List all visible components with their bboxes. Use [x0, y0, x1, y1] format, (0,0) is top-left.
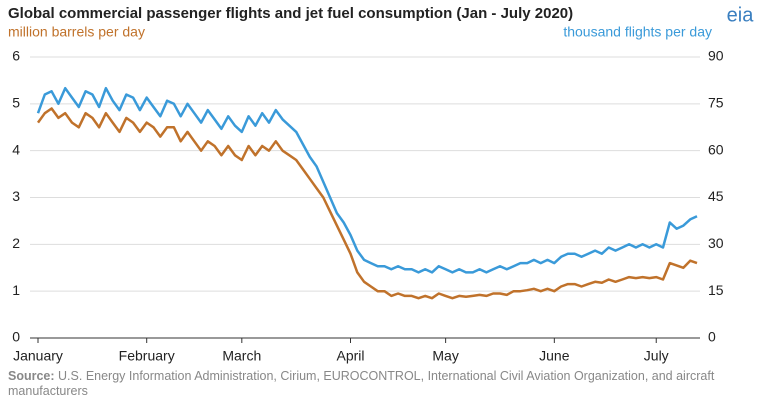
series-line [36, 107, 698, 300]
y2-axis-label: thousand flights per day [563, 24, 712, 40]
x-tick-label: January [13, 348, 63, 364]
y-tick-label: 1 [12, 282, 20, 298]
chart: Global commercial passenger flights and … [8, 4, 755, 364]
y-tick-label: 4 [12, 141, 20, 157]
y2-tick-label: 90 [708, 48, 724, 64]
source-text: U.S. Energy Information Administration, … [8, 369, 715, 398]
source-note: Source: U.S. Energy Information Administ… [8, 369, 748, 399]
y2-tick-label: 60 [708, 141, 724, 157]
y-tick-label: 3 [12, 188, 20, 204]
x-tick-label: April [337, 348, 365, 364]
y2-tick-label: 15 [708, 282, 724, 298]
y-tick-label: 6 [12, 48, 20, 64]
logo: eia [727, 4, 755, 26]
x-tick-label: July [644, 348, 669, 364]
y2-tick-label: 45 [708, 188, 724, 204]
x-tick-label: May [432, 348, 458, 364]
series-line [36, 86, 698, 274]
y2-tick-label: 30 [708, 235, 724, 251]
y2-tick-label: 75 [708, 95, 724, 111]
y-tick-label: 5 [12, 95, 20, 111]
y-tick-label: 2 [12, 235, 20, 251]
x-tick-label: February [119, 348, 175, 364]
source-label: Source: [8, 369, 55, 383]
x-tick-label: June [539, 348, 570, 364]
chart-title: Global commercial passenger flights and … [8, 5, 573, 22]
y2-tick-label: 0 [708, 329, 716, 345]
y-axis-label: million barrels per day [8, 24, 145, 40]
x-tick-label: March [222, 348, 261, 364]
y-tick-label: 0 [12, 329, 20, 345]
